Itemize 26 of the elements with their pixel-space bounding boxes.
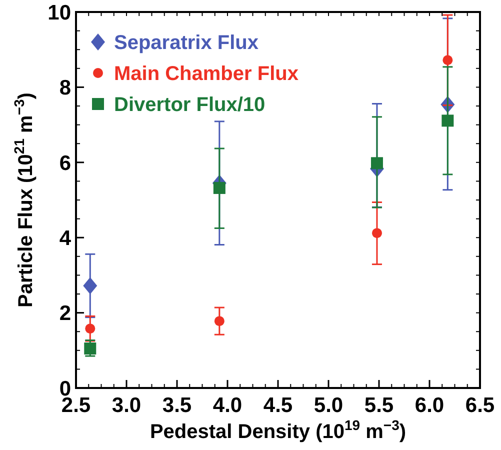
x-tick-label: 3.5 (162, 394, 192, 417)
x-tick-label: 5.5 (364, 394, 394, 417)
y-tick-label: 4 (59, 226, 72, 250)
point (85, 324, 96, 334)
x-tick-label: 6.5 (465, 394, 495, 417)
point (83, 277, 98, 294)
point (442, 114, 454, 127)
point (84, 342, 96, 355)
x-axis-title: Pedestal Density (10$^{19}$ m$^{−3}$) (150, 417, 406, 443)
point (372, 228, 382, 238)
point (213, 182, 226, 194)
x-tick-label: 5.0 (314, 394, 344, 417)
x-tick-label: 3.0 (112, 394, 142, 417)
y-tick-label: 10 (48, 1, 71, 24)
y-tick-label: 6 (59, 152, 71, 175)
x-tick-label: 4.5 (263, 394, 293, 417)
y-tick-label: 2 (59, 302, 71, 326)
x-tick-label: 6.0 (414, 394, 444, 417)
legend-label: Divertor Flux/10 (114, 94, 266, 116)
point (442, 55, 453, 66)
legend-label: Separatrix Flux (114, 32, 259, 54)
x-tick-label: 4.0 (212, 394, 242, 417)
legend-label: Main Chamber Flux (114, 63, 298, 85)
y-tick-label: 8 (59, 76, 72, 100)
point (214, 316, 224, 326)
point (370, 157, 383, 170)
